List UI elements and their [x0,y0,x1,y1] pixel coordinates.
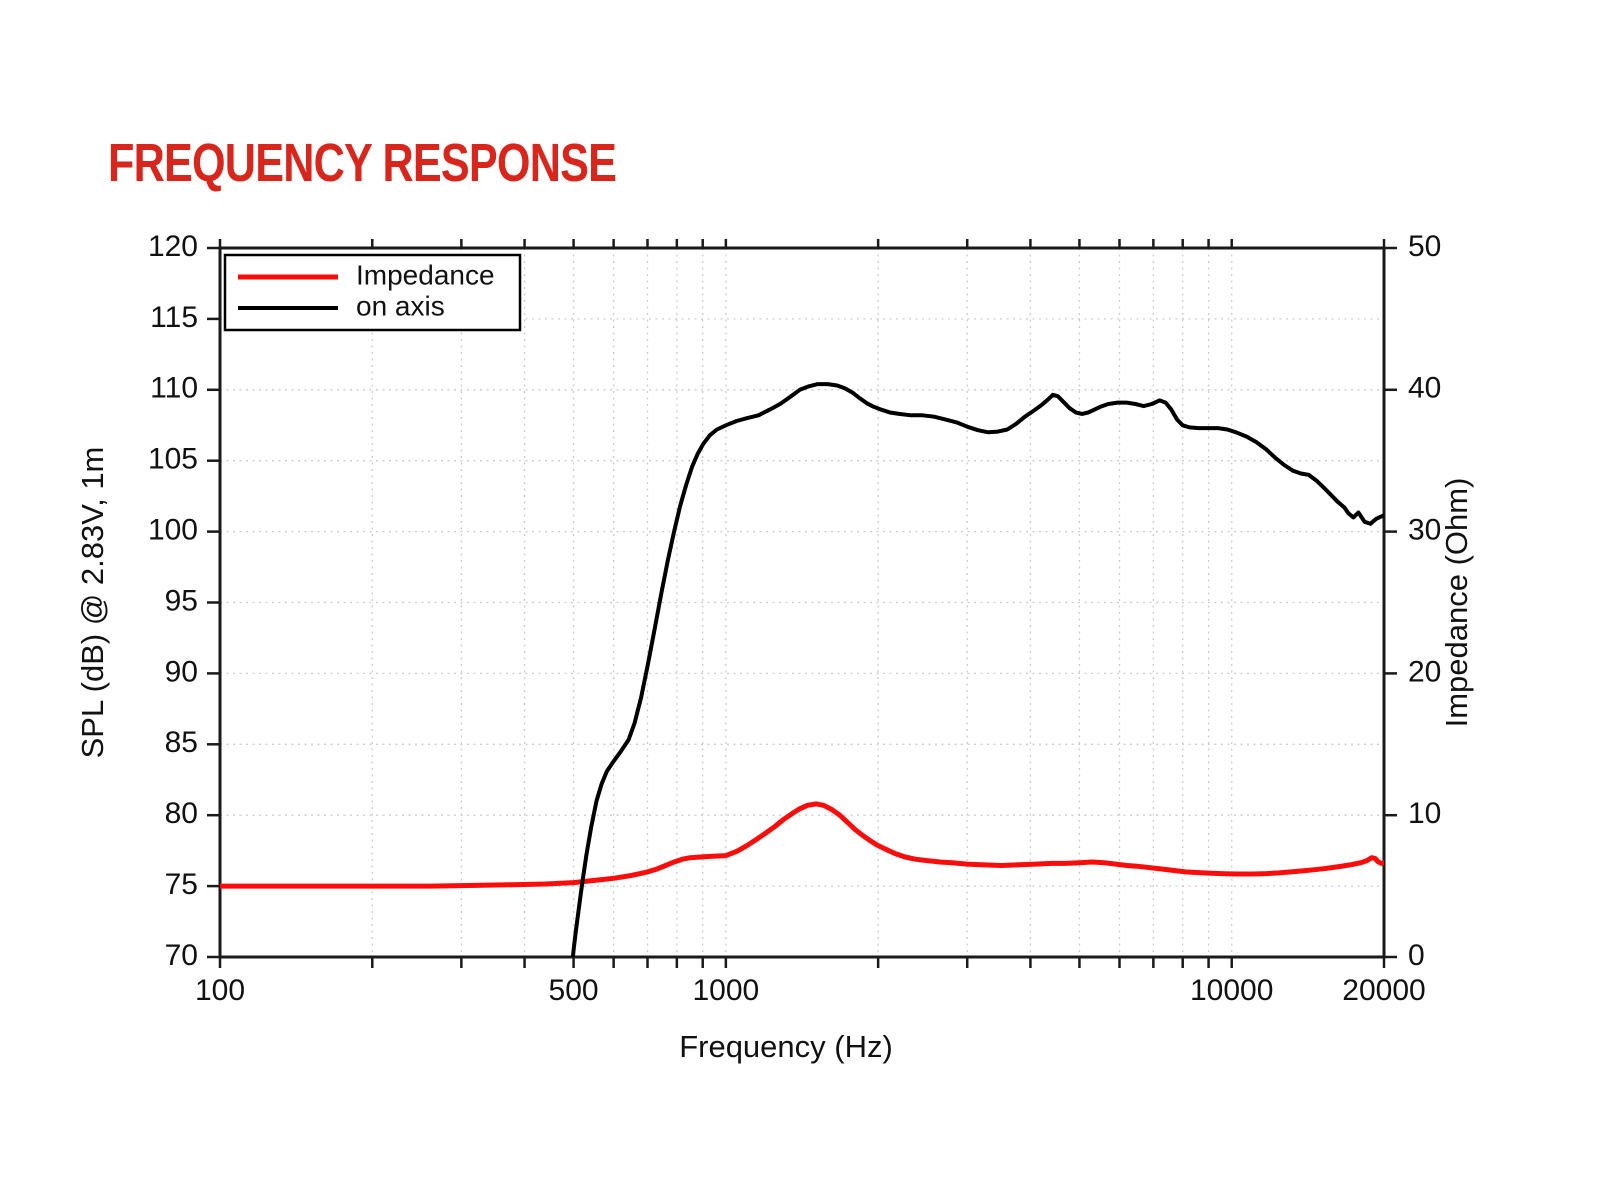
y-left-tick-label: 100 [148,514,198,547]
y-left-axis-label: SPL (dB) @ 2.83V, 1m [75,447,110,759]
y-left-tick-label: 115 [150,301,198,334]
y-left-tick-label: 90 [165,655,198,688]
grid [220,248,1384,957]
y-left-tick-label: 120 [148,230,198,263]
axis-ticks [207,239,1397,968]
y-left-tick-label: 70 [165,939,198,972]
legend-label: Impedance [356,259,495,290]
legend-label: on axis [356,290,445,321]
y-left-tick-label: 80 [165,797,198,830]
legend-box [223,253,522,332]
x-tick-label: 10000 [1190,974,1273,1007]
on-axis-curve [570,382,1384,957]
legend-item-impedance: Impedance [238,259,495,290]
y-left-tick-label: 85 [165,726,198,759]
x-tick-label: 100 [195,974,245,1007]
axis-labels: 100 500 1000 10000 2000070758085909510010511… [75,230,1474,1064]
x-tick-label: 1000 [692,974,759,1007]
chart-title: FREQUENCY RESPONSE [108,133,617,193]
series-curves [220,382,1384,957]
y-right-tick-label: 40 [1408,372,1441,405]
y-right-tick-label: 20 [1408,655,1441,688]
y-left-tick-label: 95 [165,584,198,617]
legend-item-on-axis: on axis [238,290,445,321]
x-axis-label: Frequency (Hz) [679,1029,893,1064]
y-right-axis-label: Impedance (Ohm) [1439,478,1474,728]
plot-frame [218,246,1386,959]
impedance-curve [220,801,1384,889]
y-right-tick-label: 0 [1408,939,1425,972]
y-right-tick-label: 30 [1408,514,1441,547]
x-tick-label: 20000 [1342,974,1425,1007]
x-tick-label: 500 [549,974,599,1007]
y-left-tick-label: 75 [165,868,198,901]
y-right-tick-label: 50 [1408,230,1441,263]
y-left-tick-label: 105 [148,443,198,476]
y-right-tick-label: 10 [1408,797,1441,830]
y-left-tick-label: 110 [150,372,198,405]
